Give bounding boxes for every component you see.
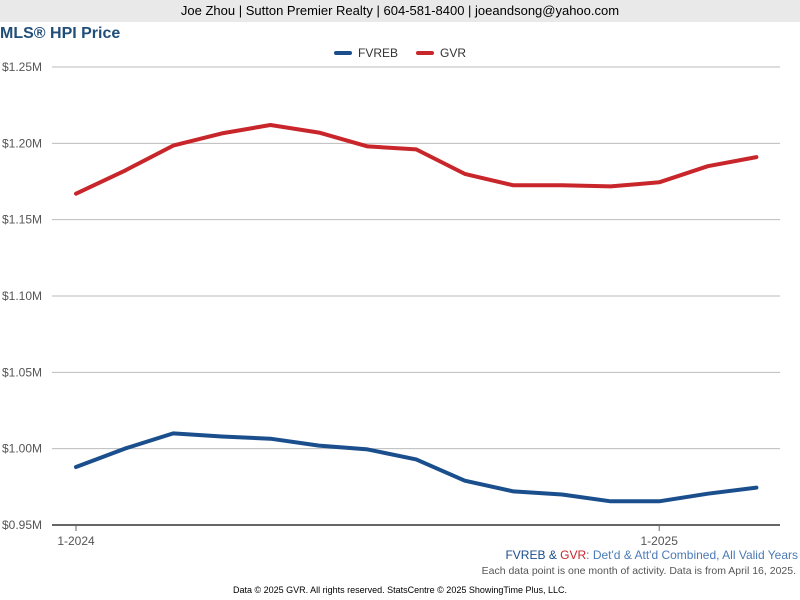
footer-copyright: Data © 2025 GVR. All rights reserved. St…	[232, 585, 568, 595]
chart-legend: FVREB GVR	[0, 45, 800, 61]
legend-swatch-fvreb	[333, 51, 352, 55]
y-tick-label: $1.05M	[2, 365, 42, 379]
x-tick-label: 1-2025	[641, 534, 679, 548]
chart-subtitle: FVREB & GVR: Det'd & Att'd Combined, All…	[505, 548, 798, 562]
y-tick-label: $1.00M	[2, 442, 42, 456]
legend-item-gvr[interactable]: GVR	[416, 46, 466, 60]
series-line-gvr	[74, 123, 759, 196]
subtitle-gvr: GVR	[560, 548, 587, 562]
legend-label-fvreb: FVREB	[357, 46, 398, 60]
y-tick-label: $1.15M	[2, 213, 42, 227]
y-tick-label: $1.10M	[2, 289, 42, 303]
chart-title: MLS® HPI Price	[0, 25, 121, 42]
y-tick-label: $1.20M	[2, 136, 42, 150]
subtitle-amp: &	[545, 548, 561, 562]
data-note: Each data point is one month of activity…	[481, 565, 796, 577]
legend-label-gvr: GVR	[440, 46, 467, 60]
legend-item-fvreb[interactable]: FVREB	[333, 46, 398, 60]
series-line-fvreb	[74, 431, 759, 504]
y-tick-label: $1.25M	[2, 60, 42, 74]
x-tick-label: 1-2024	[57, 534, 95, 548]
subtitle-rest: : Det'd & Att'd Combined, All Valid Year…	[586, 548, 798, 562]
legend-swatch-gvr	[416, 51, 434, 55]
y-tick-label: $0.95M	[2, 518, 42, 532]
subtitle-fvreb: FVREB	[505, 548, 546, 562]
contact-bar: Joe Zhou | Sutton Premier Realty | 604-5…	[0, 0, 800, 22]
contact-text: Joe Zhou | Sutton Premier Realty | 604-5…	[180, 3, 620, 18]
